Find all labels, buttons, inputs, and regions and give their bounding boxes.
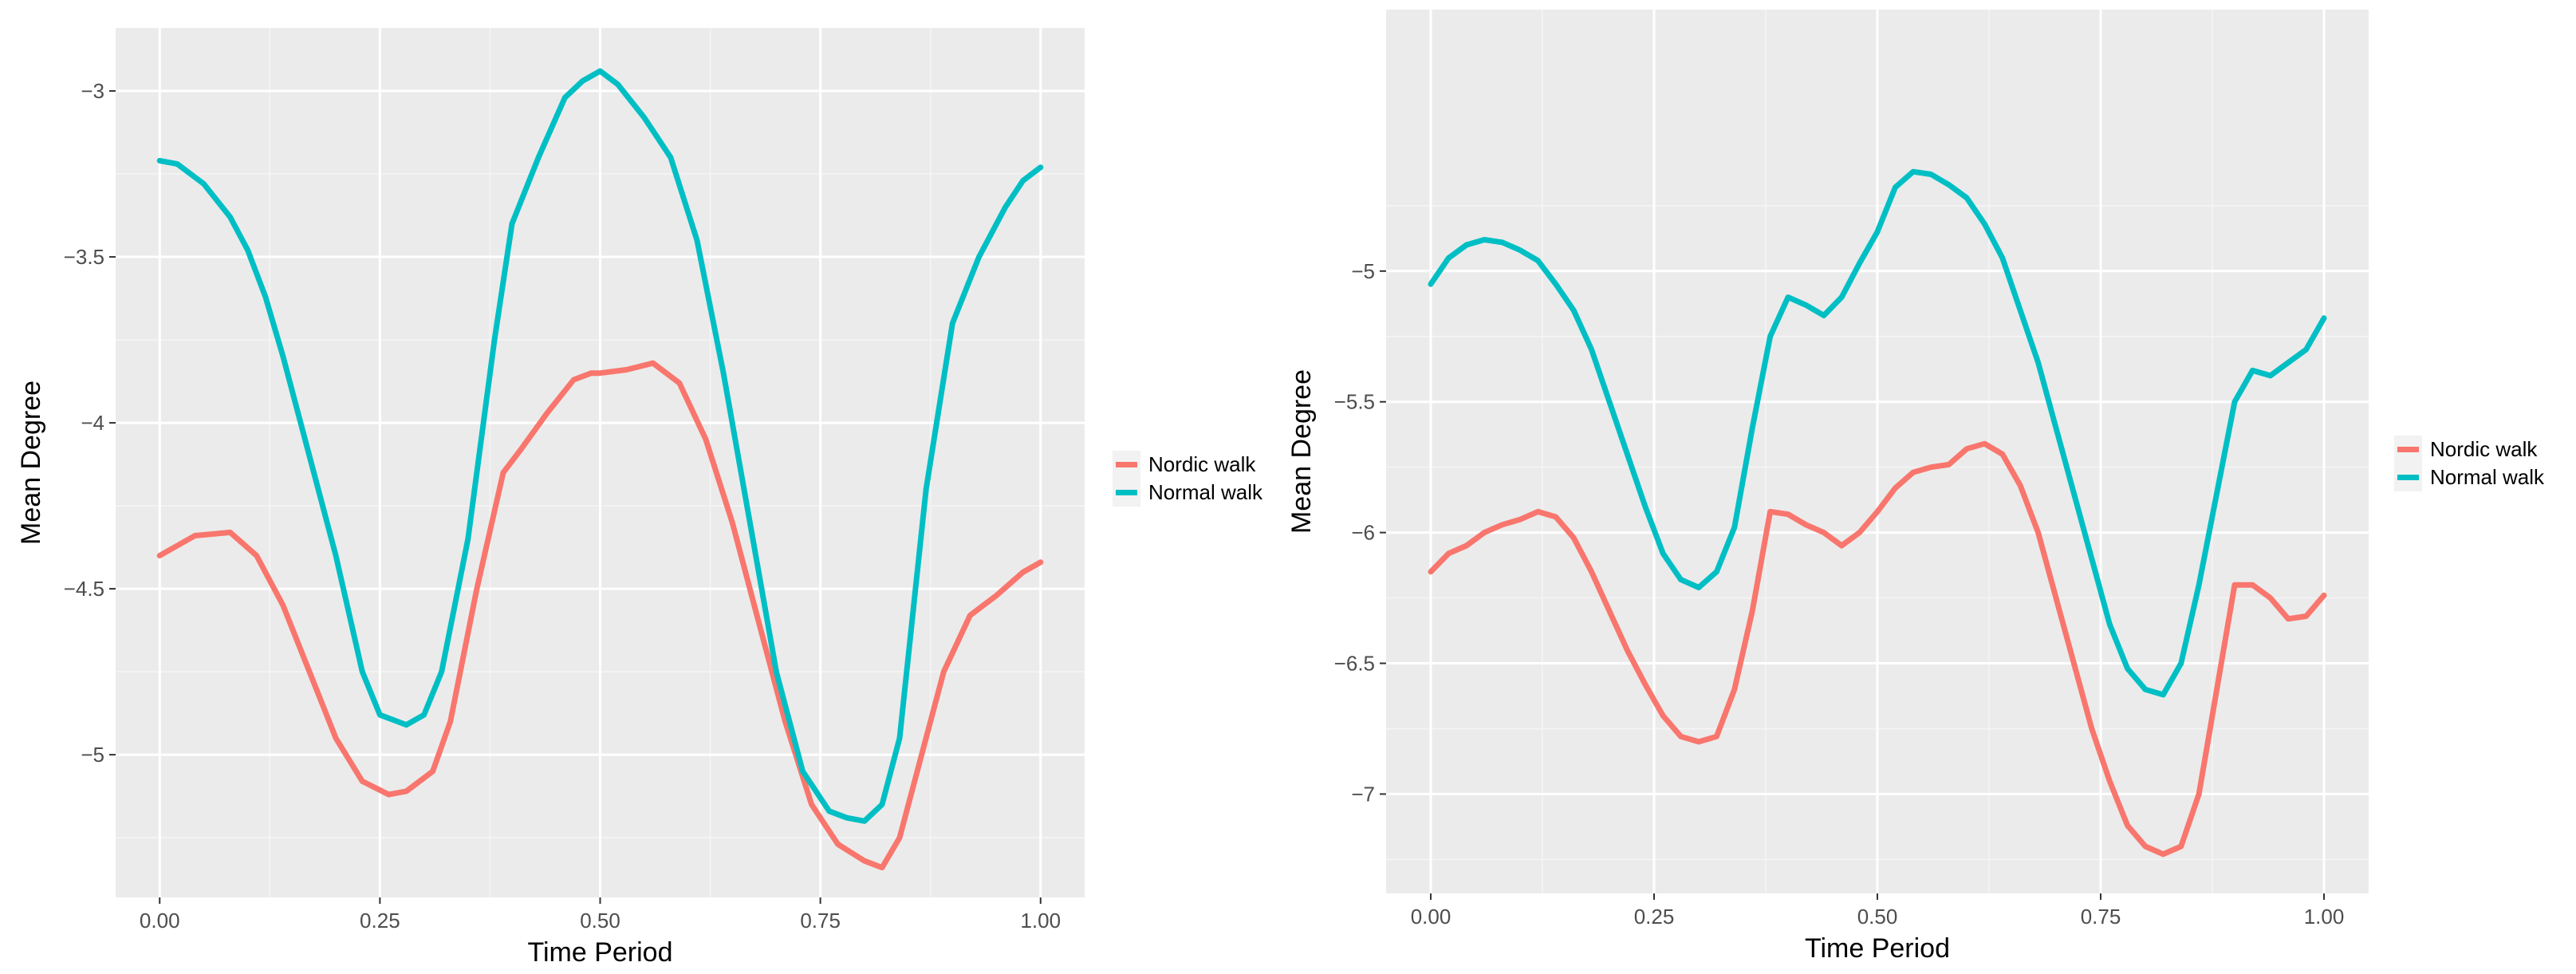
series-line-nordic-walk	[156, 360, 1044, 871]
series-line-normal-walk	[156, 68, 1044, 824]
x-axis-title: Time Period	[527, 937, 672, 968]
y-tick-label: −5.5	[1334, 390, 1375, 414]
x-tick-label: 1.00	[2304, 905, 2345, 929]
x-tick-label: 0.25	[1634, 905, 1675, 929]
series-line-normal-walk	[1428, 168, 2327, 698]
x-tick-label: 1.00	[1020, 909, 1061, 933]
y-tick-label: −4.5	[64, 577, 104, 601]
right-chart: 0.00 0.25 0.50 0.75 1.00 −5 −5.5 −6 −6.5 −7 Time P…	[1286, 10, 2545, 964]
y-tick-label: −7	[1351, 782, 1375, 806]
y-axis-title: Mean Degree	[1286, 369, 1317, 534]
y-tick-label: −3.5	[64, 245, 104, 269]
y-tick-label: −6	[1351, 521, 1375, 545]
x-tick-label: 0.25	[360, 909, 400, 933]
legend-label-normal-walk: Normal walk	[1148, 480, 1263, 504]
x-axis-title: Time Period	[1805, 933, 1950, 964]
x-tick-label: 0.50	[580, 909, 620, 933]
legend-label-nordic-walk: Nordic walk	[1148, 452, 1256, 476]
left-chart: 0.00 0.25 0.50 0.75 1.00 −3 −3.5 −4 −4.5 −5 Time P…	[16, 28, 1263, 968]
x-tick-label: 0.00	[1411, 905, 1451, 929]
x-tick-label: 0.00	[140, 909, 180, 933]
legend-label-normal-walk: Normal walk	[2430, 465, 2545, 489]
y-axis-title: Mean Degree	[16, 381, 46, 545]
y-tick-label: −6.5	[1334, 652, 1375, 676]
legend: Nordic walk Normal walk	[2394, 436, 2545, 491]
x-tick-label: 0.75	[800, 909, 841, 933]
y-tick-label: −3	[81, 79, 104, 103]
x-tick-label: 0.75	[2081, 905, 2121, 929]
x-tick-label: 0.50	[1857, 905, 1898, 929]
y-tick-label: −4	[81, 411, 104, 435]
series-line-nordic-walk	[1428, 440, 2327, 858]
legend-label-nordic-walk: Nordic walk	[2430, 437, 2538, 461]
y-tick-label: −5	[1351, 259, 1375, 283]
y-tick-label: −5	[81, 743, 104, 767]
legend: Nordic walk Normal walk	[1113, 451, 1263, 507]
